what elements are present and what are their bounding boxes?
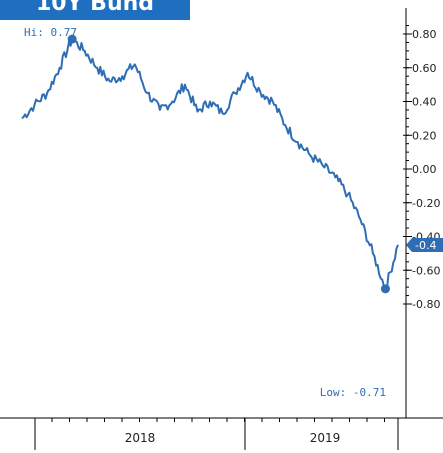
y-tick-label: -0.20 [412, 197, 440, 210]
y-tick-label: -0.80 [412, 298, 440, 311]
last-value-tag [406, 237, 443, 252]
x-tick-label: 2018 [125, 431, 156, 445]
last-value-label: -0.4 [415, 239, 436, 252]
chart-title-box: 10Y Bund [0, 0, 190, 20]
y-tick-label: 0.20 [412, 129, 437, 142]
x-tick-label: 2019 [310, 431, 341, 445]
low-marker [380, 284, 390, 294]
high-marker [67, 34, 77, 44]
low-annotation: Low: -0.71 [320, 386, 386, 399]
y-tick-label: 0.80 [412, 28, 437, 41]
chart-title: 10Y Bund [35, 0, 155, 16]
y-tick-label: 0.60 [412, 62, 437, 75]
high-annotation: Hi: 0.77 [24, 26, 77, 39]
y-tick-label: -0.60 [412, 264, 440, 277]
yield-series-line [21, 38, 399, 290]
y-tick-label: 0.40 [412, 96, 437, 109]
y-tick-label: 0.00 [412, 163, 437, 176]
plot-area: 0.800.600.400.200.00-0.20-0.40-0.60-0.80… [0, 8, 443, 450]
